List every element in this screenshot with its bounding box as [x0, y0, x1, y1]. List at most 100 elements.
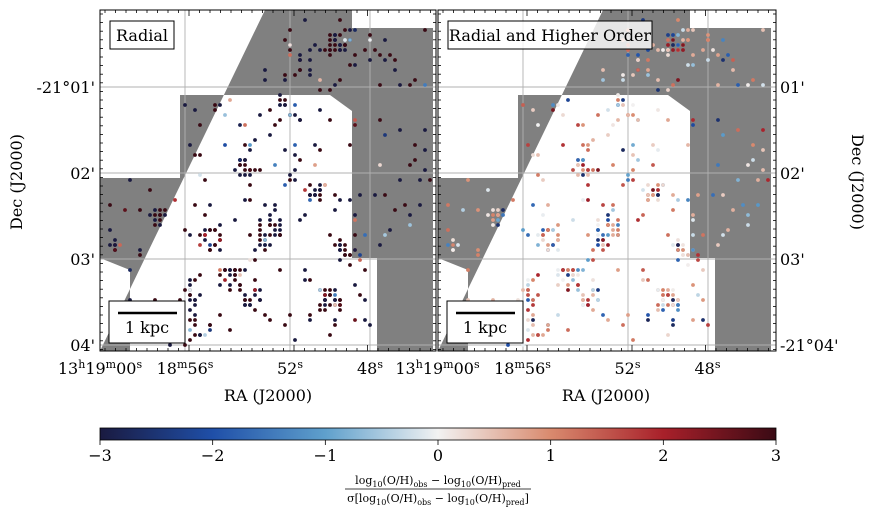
data-point	[526, 288, 530, 292]
data-point	[123, 208, 127, 212]
data-point	[343, 48, 347, 52]
data-point	[656, 78, 660, 82]
data-point	[323, 308, 327, 312]
data-point	[388, 228, 392, 232]
data-point	[273, 163, 277, 167]
data-point	[218, 283, 222, 287]
data-point	[541, 228, 545, 232]
data-point	[288, 113, 292, 117]
data-point	[243, 198, 247, 202]
colorbar-tick-label: 1	[546, 446, 556, 465]
data-point	[601, 313, 605, 317]
data-point	[153, 218, 157, 222]
data-point	[293, 103, 297, 107]
data-point	[253, 248, 257, 252]
data-point	[293, 113, 297, 117]
data-point	[596, 243, 600, 247]
data-point	[676, 248, 680, 252]
data-point	[208, 228, 212, 232]
data-point	[188, 338, 192, 342]
data-point	[581, 163, 585, 167]
data-point	[601, 248, 605, 252]
data-point	[621, 323, 625, 327]
data-point	[486, 213, 490, 217]
data-point	[566, 288, 570, 292]
data-point	[248, 183, 252, 187]
data-point	[556, 223, 560, 227]
data-point	[228, 288, 232, 292]
data-point	[476, 208, 480, 212]
data-point	[676, 298, 680, 302]
data-point	[531, 303, 535, 307]
data-point	[621, 103, 625, 107]
data-point	[283, 323, 287, 327]
data-point	[243, 268, 247, 272]
data-point	[531, 108, 535, 112]
data-point	[128, 178, 132, 182]
data-point	[611, 228, 615, 232]
data-point	[621, 73, 625, 77]
data-point	[353, 53, 357, 57]
data-point	[466, 178, 470, 182]
data-point	[576, 158, 580, 162]
data-point	[313, 143, 317, 147]
data-point	[676, 43, 680, 47]
data-point	[591, 293, 595, 297]
data-point	[736, 178, 740, 182]
right-panel: 13h19m00s 18m56s 52s 48s 01' 02' 03' -21°04' Ra…	[395, 9, 867, 405]
data-point	[536, 243, 540, 247]
data-point	[383, 193, 387, 197]
data-point	[601, 68, 605, 72]
data-point	[278, 268, 282, 272]
data-point	[243, 123, 247, 127]
data-point	[651, 163, 655, 167]
data-point	[218, 313, 222, 317]
data-point	[616, 223, 620, 227]
data-point	[541, 233, 545, 237]
data-point	[223, 268, 227, 272]
data-point	[706, 323, 710, 327]
data-point	[686, 198, 690, 202]
data-point	[541, 238, 545, 242]
data-point	[138, 208, 142, 212]
data-point	[746, 223, 750, 227]
data-point	[308, 73, 312, 77]
data-point	[343, 243, 347, 247]
data-point	[413, 78, 417, 82]
data-point	[631, 143, 635, 147]
data-point	[423, 28, 427, 32]
data-point	[606, 133, 610, 137]
data-point	[731, 208, 735, 212]
data-point	[601, 78, 605, 82]
data-point	[646, 73, 650, 77]
data-point	[511, 198, 515, 202]
data-point	[691, 63, 695, 67]
data-point	[198, 273, 202, 277]
data-point	[363, 268, 367, 272]
data-point	[546, 323, 550, 327]
data-point	[691, 213, 695, 217]
data-point	[358, 253, 362, 257]
data-point	[656, 198, 660, 202]
data-point	[303, 268, 307, 272]
data-point	[253, 293, 257, 297]
data-point	[113, 243, 117, 247]
data-point	[606, 218, 610, 222]
data-point	[491, 218, 495, 222]
left-data-points	[108, 18, 432, 347]
data-point	[328, 118, 332, 122]
data-point	[531, 153, 535, 157]
data-point	[283, 148, 287, 152]
data-point	[636, 158, 640, 162]
data-point	[128, 268, 132, 272]
data-point	[601, 233, 605, 237]
data-point	[521, 228, 525, 232]
data-point	[218, 273, 222, 277]
data-point	[333, 243, 337, 247]
data-point	[363, 318, 367, 322]
data-point	[731, 68, 735, 72]
data-point	[293, 338, 297, 342]
data-point	[348, 253, 352, 257]
data-point	[383, 133, 387, 137]
data-point	[238, 163, 242, 167]
